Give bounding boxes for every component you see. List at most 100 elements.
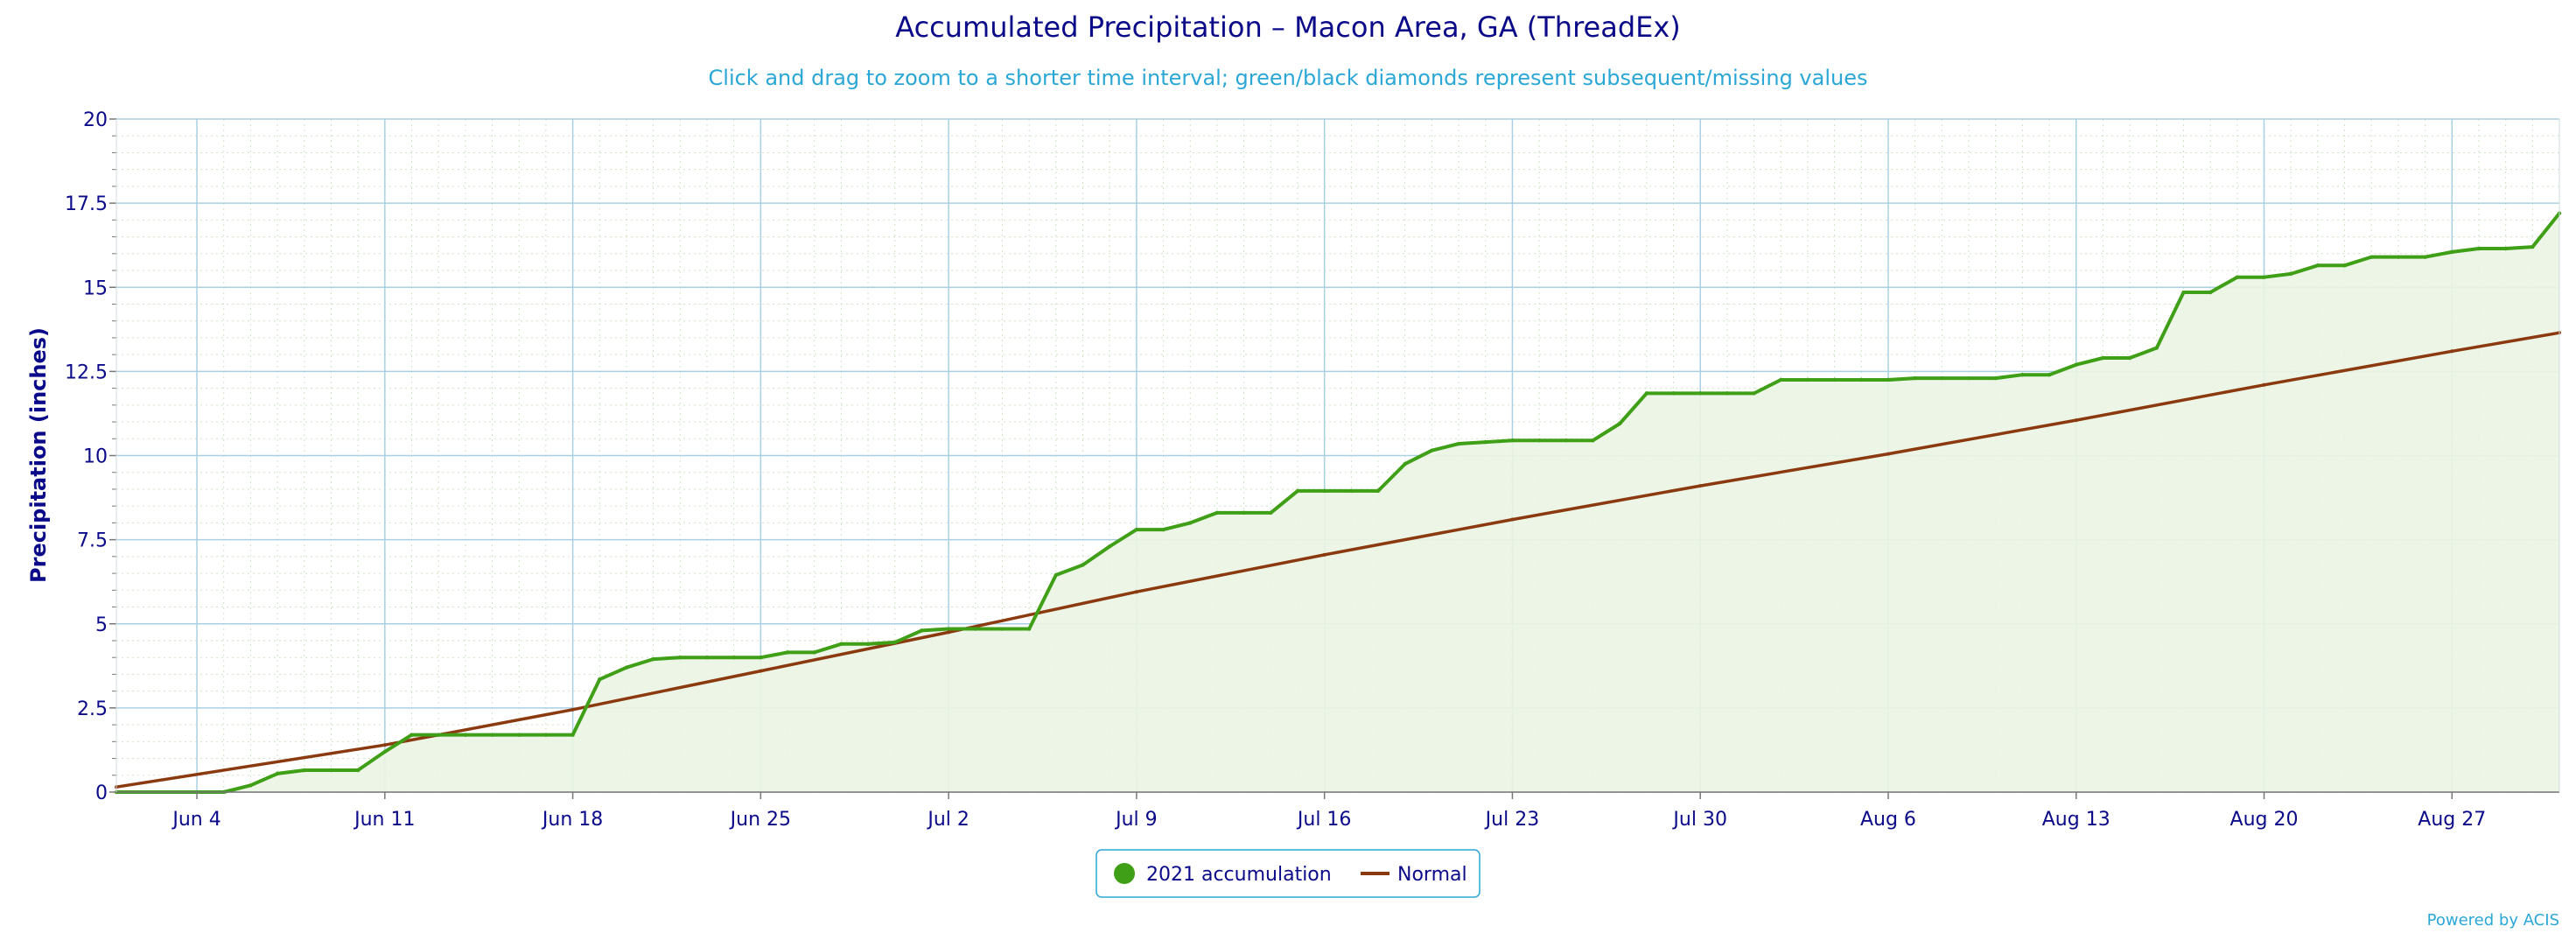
accumulation-point — [329, 768, 333, 773]
accumulation-point — [624, 665, 629, 670]
normal-line — [116, 331, 2560, 789]
accumulation-point — [543, 733, 549, 737]
accumulation-point — [2074, 362, 2078, 367]
x-tick-labels: Jun 4 Jun 11 Jun 18 Jun 25 Jul 2 Jul 9 Jul 16 J… — [171, 809, 2486, 831]
accumulation-point — [2288, 271, 2293, 277]
accumulation-point — [1403, 461, 1407, 466]
legend-item-normal[interactable]: Normal — [1361, 864, 1467, 886]
accumulation-point — [1591, 438, 1595, 443]
accumulation-point — [732, 656, 736, 660]
y-tick-labels: 0 2.5 5 7.5 10 12.5 15 17.5 20 — [65, 109, 108, 804]
accumulation-point — [2235, 275, 2240, 279]
accumulation-point — [598, 677, 602, 682]
x-tick-label: Jun 18 — [541, 809, 603, 831]
y-tick-label: 12.5 — [65, 361, 108, 383]
x-tick-label: Jul 16 — [1296, 809, 1352, 831]
x-tick-label: Aug 27 — [2418, 809, 2486, 831]
x-tick-label: Aug 6 — [1860, 809, 1916, 831]
accumulation-point — [785, 650, 790, 655]
chart-subtitle: Click and drag to zoom to a shorter time… — [709, 66, 1868, 90]
accumulation-point — [2396, 255, 2401, 259]
y-tick-label: 2.5 — [77, 698, 108, 720]
legend-box — [1096, 849, 1480, 898]
accumulation-point — [1832, 377, 1837, 382]
accumulation-point — [2476, 246, 2482, 251]
y-tick-label: 5 — [95, 614, 108, 636]
normal-point — [2450, 349, 2454, 354]
x-tick-label: Jun 4 — [171, 809, 220, 831]
normal-point — [2074, 418, 2078, 423]
accumulation-point — [1134, 527, 1139, 532]
accumulation-point — [463, 733, 468, 737]
accumulation-point — [2450, 249, 2454, 255]
axes — [109, 118, 2560, 799]
accumulation-area-layer — [116, 213, 2559, 792]
accumulation-point — [946, 627, 951, 631]
accumulation-point — [1966, 375, 1971, 381]
accumulation-point — [1671, 391, 1676, 396]
normal-point — [382, 743, 387, 747]
accumulation-point — [704, 656, 710, 660]
accumulation-point — [1698, 391, 1703, 396]
accumulation-point — [1779, 377, 1783, 382]
x-tick-label: Aug 13 — [2042, 809, 2110, 831]
accumulation-point — [410, 733, 414, 737]
x-tick-label: Jun 11 — [353, 809, 415, 831]
series-layer — [114, 211, 2562, 795]
accumulation-point — [1376, 488, 1381, 494]
accumulation-point — [1242, 510, 1246, 516]
accumulation-point — [2503, 246, 2508, 251]
accumulation-point — [436, 733, 441, 737]
accumulation-point — [248, 783, 253, 788]
accumulation-point — [1430, 448, 1434, 452]
accumulation-point — [1269, 510, 1273, 516]
accumulation-point — [1940, 375, 1944, 381]
y-tick-label: 10 — [83, 446, 108, 468]
accumulation-point — [2020, 373, 2025, 377]
accumulation-point — [1322, 488, 1326, 494]
x-tick-label: Jul 9 — [1114, 809, 1158, 831]
legend-normal-label: Normal — [1397, 864, 1467, 886]
accumulation-point — [382, 749, 388, 754]
powered-by-credit[interactable]: Powered by ACIS — [2427, 911, 2559, 929]
accumulation-point — [1644, 391, 1649, 396]
accumulation-point — [355, 768, 360, 773]
accumulation-point — [812, 650, 816, 655]
normal-point — [1134, 590, 1138, 594]
accumulation-point — [1617, 421, 1622, 426]
accumulation-point — [1510, 438, 1515, 443]
accumulation-point — [1081, 563, 1085, 567]
accumulation-point — [2101, 355, 2105, 361]
accumulation-point — [892, 640, 897, 645]
accumulation-point — [517, 733, 522, 737]
y-tick-label: 7.5 — [77, 530, 108, 552]
accumulation-point — [1752, 391, 1756, 396]
accumulation-point — [1188, 521, 1193, 525]
accumulation-point — [2154, 346, 2159, 350]
accumulation-point — [1993, 375, 1998, 381]
accumulation-point — [1913, 375, 1917, 381]
legend-item-accumulation[interactable]: 2021 accumulation — [1114, 863, 1332, 886]
y-tick-label: 0 — [95, 782, 108, 804]
accumulation-point — [1805, 377, 1810, 382]
accumulation-point — [2342, 263, 2347, 268]
y-tick-label: 17.5 — [65, 193, 108, 215]
accumulation-point — [973, 627, 978, 631]
accumulation-point — [1161, 527, 1166, 532]
accumulation-point — [570, 733, 575, 737]
accumulation-point — [1859, 377, 1864, 382]
accumulation-point — [2262, 275, 2266, 279]
accumulation-point — [759, 656, 763, 660]
accumulation-point — [1295, 488, 1300, 494]
normal-point — [947, 630, 951, 635]
accumulation-area — [116, 213, 2559, 792]
accumulation-point — [1456, 441, 1461, 446]
x-tick-label: Jul 2 — [926, 809, 970, 831]
normal-point — [570, 707, 575, 712]
accumulation-point — [1054, 572, 1059, 578]
y-tick-label: 15 — [83, 277, 108, 299]
accumulation-point — [839, 642, 844, 647]
accumulation-point — [651, 656, 655, 662]
accumulation-point — [2530, 244, 2535, 249]
